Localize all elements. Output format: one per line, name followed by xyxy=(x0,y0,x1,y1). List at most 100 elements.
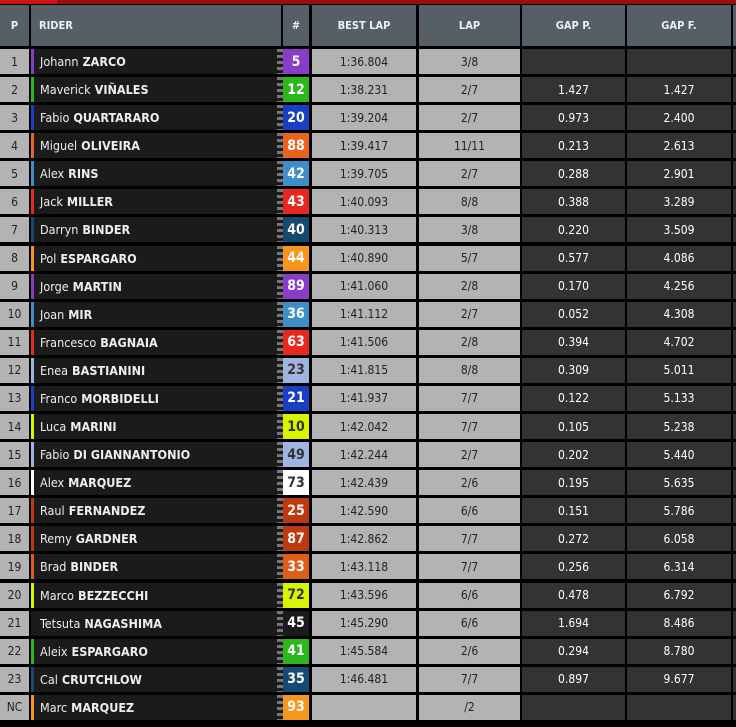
gap-first: 4.256 xyxy=(627,273,731,299)
table-row[interactable]: 18 Remy GARDNER 87 1:42.862 7/7 0.272 6.0… xyxy=(0,526,736,552)
table-row[interactable]: 12 Enea BASTIANINI 23 1:41.815 8/8 0.309 … xyxy=(0,357,736,383)
header-number[interactable]: # xyxy=(283,5,309,46)
row-edge xyxy=(733,49,736,74)
header-pos[interactable]: P xyxy=(0,5,29,46)
gap-prev: 0.213 xyxy=(522,133,625,159)
header-best-lap[interactable]: BEST LAP xyxy=(312,5,416,46)
gap-prev xyxy=(522,49,625,74)
table-row[interactable]: 13 Franco MORBIDELLI 21 1:41.937 7/7 0.12… xyxy=(0,385,736,411)
table-row[interactable]: 16 Alex MARQUEZ 73 1:42.439 2/6 0.195 5.6… xyxy=(0,470,736,496)
gap-prev: 0.122 xyxy=(522,385,625,411)
best-lap: 1:42.590 xyxy=(312,498,416,524)
best-lap: 1:41.060 xyxy=(312,273,416,299)
best-lap: 1:42.862 xyxy=(312,526,416,552)
lap: 7/7 xyxy=(419,666,520,692)
rider-number: 45 xyxy=(283,610,309,636)
table-row[interactable]: 1 Johann ZARCO 5 1:36.804 3/8 xyxy=(0,49,736,74)
position: 18 xyxy=(0,526,29,552)
rider-first-name: Joan xyxy=(40,306,65,322)
team-color-bar xyxy=(31,554,34,580)
rider-number: 21 xyxy=(283,385,309,411)
row-edge xyxy=(733,385,736,411)
table-row[interactable]: 20 Marco BEZZECCHI 72 1:43.596 6/6 0.478 … xyxy=(0,582,736,608)
rider-last-name: MORBIDELLI xyxy=(81,390,159,406)
position: 3 xyxy=(0,105,29,131)
position: 7 xyxy=(0,217,29,243)
table-row[interactable]: 5 Alex RINS 42 1:39.705 2/7 0.288 2.901 xyxy=(0,161,736,187)
lap: 7/7 xyxy=(419,385,520,411)
rider-name: Jorge MARTIN xyxy=(31,273,281,299)
gap-first: 1.427 xyxy=(627,77,731,103)
lap: 2/6 xyxy=(419,638,520,664)
team-color-bar xyxy=(31,77,34,103)
position: 19 xyxy=(0,554,29,580)
row-edge xyxy=(733,301,736,327)
rider-last-name: CRUTCHLOW xyxy=(61,671,142,687)
table-row[interactable]: 15 Fabio DI GIANNANTONIO 49 1:42.244 2/7 … xyxy=(0,442,736,468)
gap-first: 5.635 xyxy=(627,470,731,496)
position: 13 xyxy=(0,385,29,411)
checkered-flag-icon xyxy=(277,470,283,496)
table-row[interactable]: 21 Tetsuta NAGASHIMA 45 1:45.290 6/6 1.69… xyxy=(0,610,736,636)
table-row[interactable]: 9 Jorge MARTIN 89 1:41.060 2/8 0.170 4.25… xyxy=(0,273,736,299)
header-gap-prev[interactable]: GAP P. xyxy=(522,5,625,46)
rider-last-name: OLIVEIRA xyxy=(81,138,140,154)
position: 12 xyxy=(0,357,29,383)
checkered-flag-icon xyxy=(277,273,283,299)
rider-last-name: NAGASHIMA xyxy=(84,615,162,631)
table-row[interactable]: 11 Francesco BAGNAIA 63 1:41.506 2/8 0.39… xyxy=(0,329,736,355)
rider-number: 10 xyxy=(283,414,309,440)
rider-name: Raul FERNANDEZ xyxy=(31,498,281,524)
checkered-flag-icon xyxy=(277,105,283,131)
rider-number: 5 xyxy=(283,49,309,74)
gap-first: 2.400 xyxy=(627,105,731,131)
gap-first: 4.086 xyxy=(627,245,731,271)
team-color-bar xyxy=(31,582,34,608)
header-edge xyxy=(733,5,736,46)
table-row[interactable]: 4 Miguel OLIVEIRA 88 1:39.417 11/11 0.213… xyxy=(0,133,736,159)
lap: 6/6 xyxy=(419,610,520,636)
best-lap: 1:41.937 xyxy=(312,385,416,411)
best-lap: 1:40.890 xyxy=(312,245,416,271)
header-gap-first[interactable]: GAP F. xyxy=(627,5,731,46)
lap: 5/7 xyxy=(419,245,520,271)
table-row[interactable]: NC Marc MARQUEZ 93 /2 xyxy=(0,694,736,720)
rider-last-name: DI GIANNANTONIO xyxy=(73,447,191,463)
lap: 11/11 xyxy=(419,133,520,159)
rider-name: Franco MORBIDELLI xyxy=(31,385,281,411)
table-row[interactable]: 2 Maverick VIÑALES 12 1:38.231 2/7 1.427 … xyxy=(0,77,736,103)
table-row[interactable]: 7 Darryn BINDER 40 1:40.313 3/8 0.220 3.5… xyxy=(0,217,736,243)
table-row[interactable]: 10 Joan MIR 36 1:41.112 2/7 0.052 4.308 xyxy=(0,301,736,327)
table-row[interactable]: 14 Luca MARINI 10 1:42.042 7/7 0.105 5.23… xyxy=(0,414,736,440)
rider-last-name: BASTIANINI xyxy=(72,362,146,378)
rider-name: Fabio QUARTARARO xyxy=(31,105,281,131)
table-row[interactable]: 8 Pol ESPARGARO 44 1:40.890 5/7 0.577 4.0… xyxy=(0,245,736,271)
gap-first: 5.786 xyxy=(627,498,731,524)
rider-first-name: Cal xyxy=(40,671,58,687)
rider-first-name: Fabio xyxy=(40,447,70,463)
gap-prev: 0.478 xyxy=(522,582,625,608)
lap: 2/8 xyxy=(419,273,520,299)
gap-prev: 0.388 xyxy=(522,189,625,215)
position: 22 xyxy=(0,638,29,664)
position: 9 xyxy=(0,273,29,299)
row-edge xyxy=(733,694,736,720)
row-edge xyxy=(733,105,736,131)
best-lap: 1:41.506 xyxy=(312,329,416,355)
best-lap: 1:45.290 xyxy=(312,610,416,636)
row-edge xyxy=(733,554,736,580)
gap-prev: 0.309 xyxy=(522,357,625,383)
rider-first-name: Tetsuta xyxy=(40,615,81,631)
table-row[interactable]: 22 Aleix ESPARGARO 41 1:45.584 2/6 0.294 … xyxy=(0,638,736,664)
table-row[interactable]: 6 Jack MILLER 43 1:40.093 8/8 0.388 3.289 xyxy=(0,189,736,215)
position: 14 xyxy=(0,414,29,440)
gap-prev: 0.170 xyxy=(522,273,625,299)
rider-number: 93 xyxy=(283,694,309,720)
table-row[interactable]: 17 Raul FERNANDEZ 25 1:42.590 6/6 0.151 5… xyxy=(0,498,736,524)
table-row[interactable]: 3 Fabio QUARTARARO 20 1:39.204 2/7 0.973 … xyxy=(0,105,736,131)
table-row[interactable]: 23 Cal CRUTCHLOW 35 1:46.481 7/7 0.897 9.… xyxy=(0,666,736,692)
table-row[interactable]: 19 Brad BINDER 33 1:43.118 7/7 0.256 6.31… xyxy=(0,554,736,580)
best-lap: 1:38.231 xyxy=(312,77,416,103)
header-rider[interactable]: RIDER xyxy=(31,5,281,46)
header-lap[interactable]: LAP xyxy=(419,5,520,46)
